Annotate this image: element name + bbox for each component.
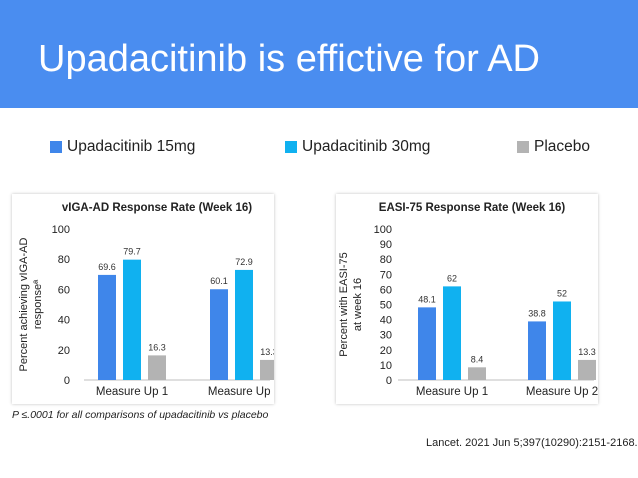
y-tick-label: 0 (386, 375, 392, 387)
y-tick-label: 30 (380, 330, 392, 342)
y-tick-label: 90 (380, 239, 392, 251)
legend: Upadacitinib 15mg Upadacitinib 30mg Plac… (0, 138, 638, 158)
y-tick-label: 80 (58, 254, 70, 266)
bar-data-label: 48.1 (418, 294, 436, 304)
bar-data-label: 16.3 (148, 342, 166, 352)
y-tick-label: 50 (380, 300, 392, 312)
y-tick-label: 70 (380, 269, 392, 281)
y-axis-label: Percent with EASI-75 (338, 252, 350, 357)
y-tick-label: 60 (58, 284, 70, 296)
x-category-label: Measure Up 2 (208, 386, 274, 398)
bar (210, 289, 228, 380)
y-tick-label: 40 (58, 315, 70, 327)
viga-chart-panel: vIGA-AD Response Rate (Week 16) Percent a… (12, 194, 274, 404)
legend-item-upa30: Upadacitinib 30mg (285, 138, 430, 156)
bar-data-label: 38.8 (528, 308, 546, 318)
bar-data-label: 60.1 (210, 276, 228, 286)
y-tick-label: 60 (380, 284, 392, 296)
bar (528, 321, 546, 380)
bar (260, 359, 274, 380)
bar (235, 269, 253, 380)
bar-data-label: 13.3 (578, 347, 596, 357)
footnote: P ≤.0001 for all comparisons of upadacit… (12, 409, 268, 421)
bar-data-label: 69.6 (98, 262, 116, 272)
bar (468, 367, 486, 380)
bar (578, 359, 596, 380)
title-banner: Upadacitinib is effictive for AD (0, 0, 638, 108)
y-axis-label: Percent achieving vIGA-AD (18, 237, 30, 371)
legend-label-upa30: Upadacitinib 30mg (302, 138, 431, 155)
bar (553, 301, 571, 380)
y-tick-label: 100 (374, 224, 392, 236)
x-category-label: Measure Up 1 (416, 386, 488, 398)
y-tick-label: 20 (58, 345, 70, 357)
chart-title: EASI-75 Response Rate (Week 16) (379, 202, 566, 214)
bar-data-label: 13.3 (260, 347, 274, 357)
bar (123, 259, 141, 380)
y-tick-label: 0 (64, 375, 70, 387)
footnote-text: P ≤.0001 for all comparisons of upadacit… (12, 409, 269, 421)
x-category-label: Measure Up 1 (96, 386, 168, 398)
y-tick-label: 20 (380, 345, 392, 357)
legend-swatch-upa15 (50, 141, 62, 153)
legend-item-upa15: Upadacitinib 15mg (50, 138, 195, 156)
viga-chart: vIGA-AD Response Rate (Week 16) Percent a… (18, 202, 274, 398)
y-tick-label: 80 (380, 254, 392, 266)
easi-chart-panel: EASI-75 Response Rate (Week 16) Percent w… (336, 194, 598, 404)
bar (443, 286, 461, 380)
bar-data-label: 79.7 (123, 247, 141, 257)
bar-data-label: 52 (557, 288, 567, 298)
y-axis-label: responseª (32, 279, 44, 329)
slide-title: Upadacitinib is effictive for AD (38, 38, 540, 80)
legend-swatch-upa30 (285, 141, 297, 153)
y-tick-label: 100 (52, 224, 70, 236)
legend-item-placebo: Placebo (517, 138, 590, 156)
y-axis-label: at week 16 (352, 278, 364, 331)
citation: Lancet. 2021 Jun 5;397(10290):2151-2168. (426, 437, 638, 449)
bar-data-label: 72.9 (235, 257, 253, 267)
chart-title: vIGA-AD Response Rate (Week 16) (62, 202, 252, 214)
legend-swatch-placebo (517, 141, 529, 153)
easi-chart: EASI-75 Response Rate (Week 16) Percent w… (338, 202, 598, 398)
legend-label-upa15: Upadacitinib 15mg (67, 138, 196, 155)
x-category-label: Measure Up 2 (526, 386, 598, 398)
legend-label-placebo: Placebo (534, 138, 591, 155)
bar-data-label: 8.4 (471, 354, 484, 364)
bar (98, 274, 116, 380)
bar (148, 355, 166, 380)
y-tick-label: 10 (380, 360, 392, 372)
bar (418, 307, 436, 380)
bar-data-label: 62 (447, 273, 457, 283)
y-tick-label: 40 (380, 315, 392, 327)
